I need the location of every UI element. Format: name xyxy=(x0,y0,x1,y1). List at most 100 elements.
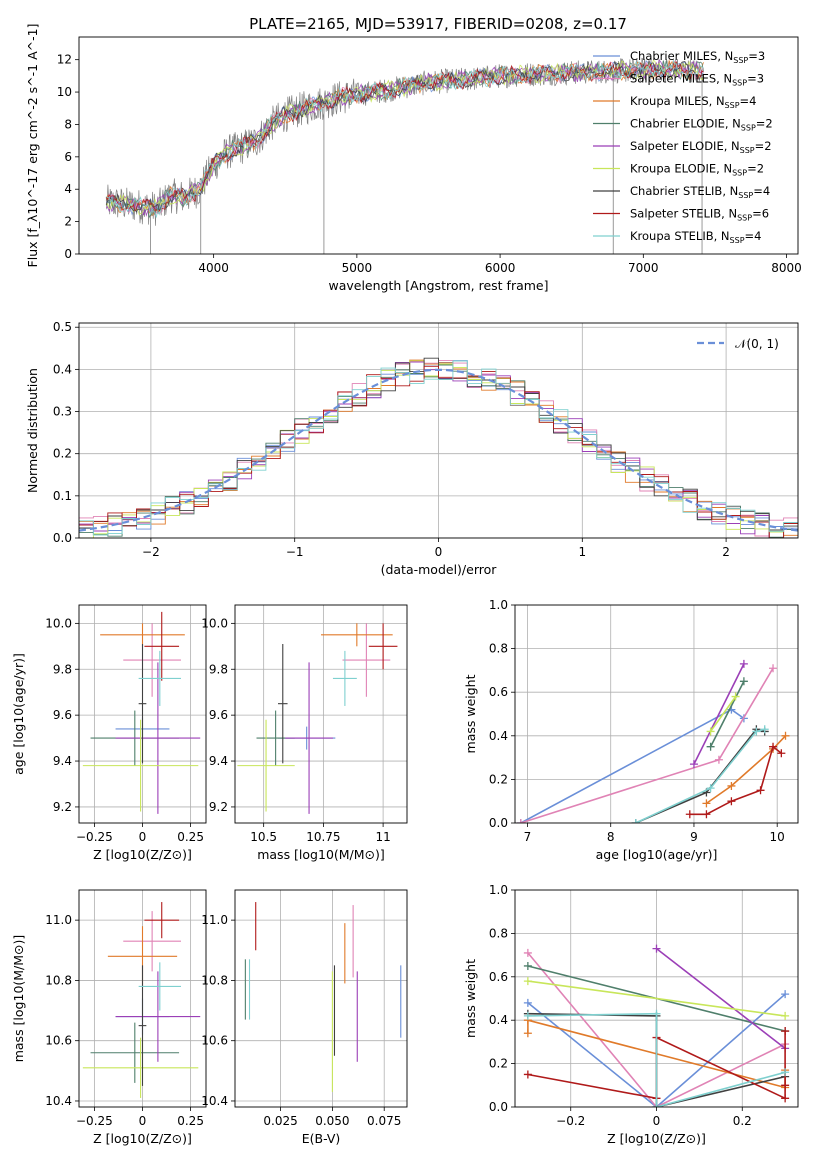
legend-item: Kroupa MILES, NSSP=4 xyxy=(593,94,756,110)
plus-marker xyxy=(523,1011,532,1020)
y-tick-label: 0.6 xyxy=(489,685,508,699)
axes-frame xyxy=(78,36,799,255)
panel-residuals: −2 −1 0 1 2 0.0 0.1 0.2 0.3 0.4 0.5 (data-model)/er… xyxy=(25,320,799,577)
x-axis-label: wavelength [Angstrom, rest frame] xyxy=(328,278,548,293)
plot-area xyxy=(105,57,704,254)
plus-marker xyxy=(523,961,532,970)
legend-item: Kroupa ELODIE, NSSP=2 xyxy=(593,162,764,178)
plus-marker xyxy=(769,742,778,751)
errorbar-salp_stelib xyxy=(144,611,180,681)
plot-area xyxy=(515,605,798,823)
errorbar-salp_stelib xyxy=(144,902,180,939)
x-tick-label: 8000 xyxy=(771,261,802,275)
x-axis-label: age [log10(age/yr)] xyxy=(596,847,718,862)
series-krou_elodie xyxy=(706,692,740,736)
panel-mass_vs_Z: −0.25 0 0.25 10.4 10.6 10.8 11.0 Z [log10(Z/Z⊙)… xyxy=(11,889,207,1146)
y-tick-label: 10 xyxy=(57,85,72,99)
model-line-salp_elodie xyxy=(105,59,704,217)
axes-frame xyxy=(234,889,408,1108)
series-line xyxy=(709,680,745,748)
x-tick-label: 0 xyxy=(139,1114,147,1128)
legend-item: Chabrier MILES, NSSP=3 xyxy=(593,49,765,65)
plus-marker xyxy=(685,810,694,819)
axes-frame xyxy=(514,889,799,1108)
y-tick-label: 0.2 xyxy=(53,447,72,461)
x-tick-label: 0 xyxy=(435,545,443,559)
errorbar-krou_elodie xyxy=(82,1037,199,1098)
legend-item: Chabrier ELODIE, NSSP=2 xyxy=(593,117,773,133)
y-tick-label: 9.4 xyxy=(53,754,72,768)
errorbar-chab_stelib xyxy=(278,644,288,764)
series-krou_elodie xyxy=(523,977,790,1020)
y-axis-label: mass [log10(M/M⊙)] xyxy=(11,935,26,1063)
plus-marker xyxy=(769,664,778,673)
plus-marker xyxy=(781,1081,790,1090)
y-tick-label: 0.5 xyxy=(53,320,72,334)
x-tick-label: 11 xyxy=(375,830,390,844)
x-tick-label: 2 xyxy=(722,545,730,559)
x-tick-label: 0.25 xyxy=(177,1114,204,1128)
plus-marker xyxy=(652,944,661,953)
errorbar-salp_stelib xyxy=(368,623,398,670)
y-tick-label: 1.0 xyxy=(489,883,508,897)
hist-krou_stelib xyxy=(79,360,798,536)
x-tick-label: 1 xyxy=(578,545,586,559)
panel-mass_vs_ebv: 0.025 0.050 0.075 10.4 10.6 10.8 11.0 E(B-V) xyxy=(201,889,408,1146)
y-tick-label: 12 xyxy=(57,53,72,67)
legend-item: Kroupa STELIB, NSSP=4 xyxy=(593,229,761,245)
y-tick-label: 9.8 xyxy=(209,662,228,676)
y-tick-label: 10.0 xyxy=(201,616,228,630)
figure-title: PLATE=2165, MJD=53917, FIBERID=0208, z=0… xyxy=(249,15,627,33)
legend-item: Salpeter STELIB, NSSP=6 xyxy=(593,207,769,223)
plus-marker xyxy=(689,760,698,769)
model-line-krou_miles xyxy=(105,59,704,217)
x-tick-label: 0 xyxy=(653,1114,661,1128)
plus-marker xyxy=(731,692,740,701)
plus-marker xyxy=(760,725,769,734)
y-tick-label: 0.4 xyxy=(489,729,508,743)
plus-marker xyxy=(706,784,715,793)
series-line xyxy=(709,696,737,732)
normal-curve xyxy=(79,368,798,532)
panel-weight_vs_age: 7 8 9 10 0.0 0.2 0.4 0.6 0.8 1.0 age [log10(age/yr… xyxy=(463,598,799,862)
x-tick-label: 10 xyxy=(770,830,785,844)
plus-marker xyxy=(706,742,715,751)
x-axis-label: E(B-V) xyxy=(302,1131,341,1146)
series-line xyxy=(527,993,786,1107)
plus-marker xyxy=(523,1070,532,1079)
panel-age_vs_Z: −0.25 0 0.25 9.2 9.4 9.6 9.8 10.0 Z [log10(Z/Z⊙)… xyxy=(11,604,207,862)
y-tick-label: 1.0 xyxy=(489,598,508,612)
plus-marker xyxy=(523,1029,532,1038)
axes-frame xyxy=(78,889,207,1108)
plus-marker xyxy=(781,1094,790,1103)
errorbar-krou_stelib xyxy=(138,650,181,706)
plus-marker xyxy=(752,727,761,736)
x-tick-label: 5000 xyxy=(342,261,373,275)
legend-label: 𝒩(0, 1) xyxy=(735,337,779,351)
legend-item: Salpeter ELODIE, NSSP=2 xyxy=(593,139,772,155)
y-axis-label: Flux [f_λ10^-17 erg cm^-2 s^-1 A^-1] xyxy=(25,24,40,268)
plus-marker xyxy=(702,810,711,819)
hist-salp_stelib xyxy=(79,365,798,538)
axes-frame xyxy=(234,604,408,824)
plot-area xyxy=(235,890,407,1107)
y-tick-label: 10.6 xyxy=(201,1034,228,1048)
errorbar-chab_stelib xyxy=(138,965,147,1086)
y-tick-label: 4 xyxy=(64,182,72,196)
series-line xyxy=(527,1012,786,1107)
x-tick-label: −0.25 xyxy=(76,830,113,844)
plus-marker xyxy=(523,977,532,986)
y-tick-label: 10.4 xyxy=(201,1094,228,1108)
series-line xyxy=(527,952,786,1107)
errorbar-krou_miles xyxy=(100,623,185,647)
plus-marker xyxy=(777,749,786,758)
plus-marker xyxy=(727,781,736,790)
x-tick-label: 0.050 xyxy=(315,1114,349,1128)
series-line xyxy=(520,708,745,823)
y-tick-label: 10.0 xyxy=(45,616,72,630)
legend-label: Kroupa MILES, NSSP=4 xyxy=(630,94,756,110)
plus-marker xyxy=(523,998,532,1007)
errorbar-salp_elodie xyxy=(285,662,333,814)
plot-area xyxy=(515,890,798,1107)
y-tick-label: 10.6 xyxy=(45,1034,72,1048)
